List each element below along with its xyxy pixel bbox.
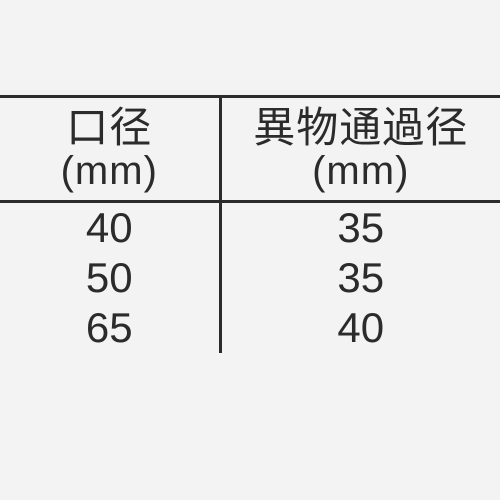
cell-diameter: 65 <box>0 303 220 353</box>
col-header-passage-label: 異物通過径 <box>222 106 500 150</box>
table-row: 65 40 <box>0 303 500 353</box>
col-header-passage-unit: (mm) <box>222 150 500 192</box>
table-row: 50 35 <box>0 253 500 303</box>
cell-passage: 35 <box>220 253 500 303</box>
col-header-diameter-unit: (mm) <box>0 150 219 192</box>
spec-table: 口径 (mm) 異物通過径 (mm) 40 35 50 35 <box>0 95 500 353</box>
cell-passage: 40 <box>220 303 500 353</box>
col-header-diameter-label: 口径 <box>0 106 219 150</box>
table-header-row: 口径 (mm) 異物通過径 (mm) <box>0 97 500 202</box>
cell-passage: 35 <box>220 202 500 254</box>
cell-diameter: 50 <box>0 253 220 303</box>
col-header-diameter: 口径 (mm) <box>0 97 220 202</box>
image-canvas: { "table": { "columns": [ { "label_main"… <box>0 0 500 500</box>
table-row: 40 35 <box>0 202 500 254</box>
cell-diameter: 40 <box>0 202 220 254</box>
col-header-passage: 異物通過径 (mm) <box>220 97 500 202</box>
spec-table-container: 口径 (mm) 異物通過径 (mm) 40 35 50 35 <box>0 95 500 353</box>
